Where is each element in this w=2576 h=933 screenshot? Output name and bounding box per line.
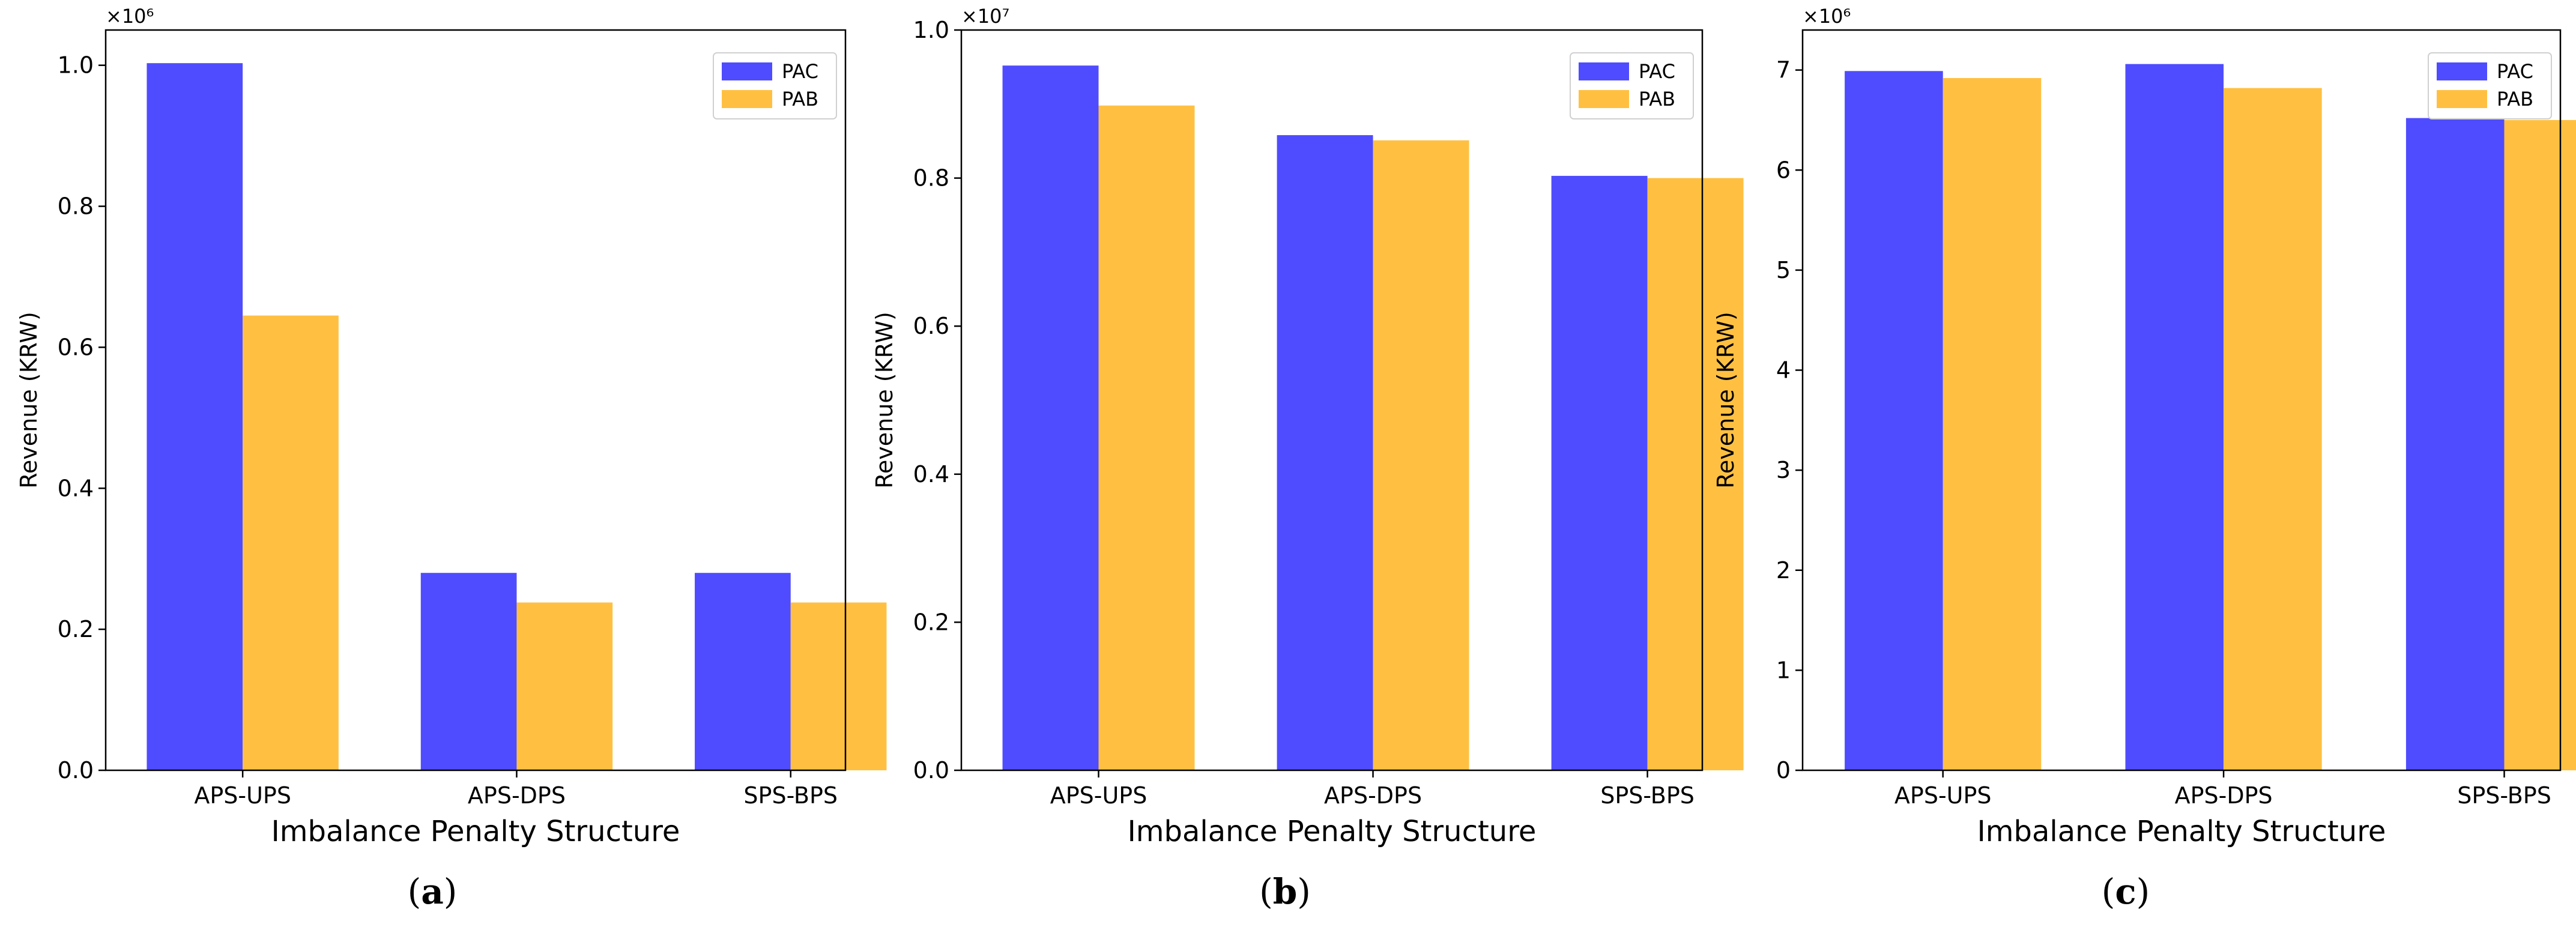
y-tick-label: 0.0 — [913, 757, 949, 784]
y-axis-label: Revenue (KRW) — [1713, 312, 1739, 489]
y-tick-label: 6 — [1776, 157, 1791, 183]
x-tick-label: APS-DPS — [2175, 782, 2273, 809]
legend-label-pac: PAC — [2497, 60, 2533, 83]
y-axis-multiplier: ×10⁶ — [106, 5, 154, 28]
chart-panel-c: 0 1 2 3 4 5 6 7 APS-UPS APS-DPS SPS-BPS Imbalance P… — [1713, 5, 2576, 912]
caption-letter: c — [2115, 871, 2136, 912]
y-tick-label: 1.0 — [913, 17, 949, 43]
y-axis-label: Revenue (KRW) — [16, 312, 42, 489]
x-axis-label: Imbalance Penalty Structure — [271, 815, 680, 848]
legend: PAC PAB — [1570, 52, 1694, 119]
caption-open-paren: ( — [1259, 871, 1273, 912]
x-tick-label: SPS-BPS — [1600, 782, 1695, 809]
y-tick-label: 0.8 — [58, 193, 94, 220]
caption-open-paren: ( — [408, 871, 422, 912]
y-tick-label: 0 — [1776, 757, 1791, 784]
y-tick-label: 4 — [1776, 357, 1791, 384]
y-tick-label: 0.8 — [913, 165, 949, 192]
y-tick-label: 0.4 — [58, 475, 94, 501]
bar-pab-aps-ups — [1943, 77, 2042, 770]
axes-frame — [1801, 29, 2562, 771]
caption-close-paren: ) — [1297, 871, 1311, 912]
y-tick-label: 1 — [1776, 657, 1791, 683]
y-tick-label: 0.2 — [913, 609, 949, 635]
panel-caption: (c) — [2102, 871, 2150, 912]
axes-frame — [104, 29, 847, 771]
bar-pac-aps-dps — [1277, 135, 1373, 771]
bar-pac-aps-ups — [1845, 71, 1943, 771]
bar-pac-aps-ups — [147, 63, 243, 771]
y-tick-label: 0.2 — [58, 616, 94, 642]
y-tick-label: 3 — [1776, 457, 1791, 483]
x-axis-label: Imbalance Penalty Structure — [1977, 815, 2386, 848]
bar-pab-aps-ups — [243, 315, 339, 770]
caption-letter: a — [421, 871, 444, 912]
y-tick-label: 2 — [1776, 557, 1791, 584]
legend: PAC PAB — [713, 52, 837, 119]
x-tick-label: APS-DPS — [468, 782, 566, 809]
bar-pab-aps-ups — [1098, 105, 1195, 771]
caption-close-paren: ) — [444, 871, 458, 912]
panel-caption: (b) — [1259, 871, 1311, 912]
x-tick-label: APS-UPS — [194, 782, 291, 809]
legend-label-pac: PAC — [1639, 60, 1675, 83]
legend-label-pab: PAB — [1639, 88, 1675, 110]
bar-pac-sps-bps — [2405, 118, 2505, 770]
axes-frame — [960, 29, 1704, 771]
y-tick-label: 0.6 — [58, 334, 94, 360]
bar-pab-sps-bps — [790, 602, 887, 770]
legend: PAC PAB — [2428, 52, 2552, 119]
bar-pac-sps-bps — [695, 573, 791, 770]
legend-swatch-pab — [1579, 90, 1629, 108]
y-tick-label: 0.0 — [58, 757, 94, 784]
x-tick-label: APS-UPS — [1894, 782, 1992, 809]
caption-letter: b — [1273, 871, 1298, 912]
bar-pab-aps-dps — [516, 602, 613, 770]
x-tick-label: APS-DPS — [1324, 782, 1422, 809]
legend-swatch-pab — [722, 90, 772, 108]
bar-pac-sps-bps — [1551, 175, 1648, 770]
y-axis-multiplier: ×10⁶ — [1803, 5, 1851, 28]
y-tick-label: 0.6 — [913, 313, 949, 339]
bar-pac-aps-ups — [1002, 65, 1099, 771]
bar-pab-aps-dps — [2224, 88, 2322, 771]
bar-pac-aps-dps — [420, 573, 517, 770]
y-tick-label: 5 — [1776, 257, 1791, 283]
y-axis-multiplier: ×10⁷ — [961, 5, 1009, 28]
y-axis-label: Revenue (KRW) — [871, 312, 898, 489]
bar-pab-aps-dps — [1373, 140, 1469, 770]
legend-swatch-pac — [2437, 62, 2487, 80]
x-tick-label: APS-UPS — [1050, 782, 1147, 809]
bar-pab-sps-bps — [2504, 119, 2576, 770]
caption-close-paren: ) — [2136, 871, 2150, 912]
x-axis-label: Imbalance Penalty Structure — [1128, 815, 1537, 848]
chart-panel-a: 0.0 0.2 0.4 0.6 0.8 1.0 APS-UPS APS-DPS SPS-BPS I… — [16, 5, 887, 912]
chart-panel-b: 0.0 0.2 0.4 0.6 0.8 1.0 APS-UPS APS-DPS SPS-BPS I… — [871, 5, 1744, 912]
legend-label-pab: PAB — [2497, 88, 2533, 110]
caption-open-paren: ( — [2102, 871, 2115, 912]
x-tick-label: SPS-BPS — [2457, 782, 2551, 809]
legend-swatch-pac — [722, 62, 772, 80]
y-tick-label: 7 — [1776, 57, 1791, 83]
x-tick-label: SPS-BPS — [743, 782, 838, 809]
legend-swatch-pab — [2437, 90, 2487, 108]
y-tick-label: 1.0 — [58, 52, 94, 79]
legend-label-pac: PAC — [782, 60, 818, 83]
panel-caption: (a) — [408, 871, 458, 912]
bar-pac-aps-dps — [2125, 64, 2224, 770]
y-tick-label: 0.4 — [913, 461, 949, 488]
bar-pab-sps-bps — [1647, 178, 1744, 771]
legend-swatch-pac — [1579, 62, 1629, 80]
legend-label-pab: PAB — [782, 88, 818, 110]
